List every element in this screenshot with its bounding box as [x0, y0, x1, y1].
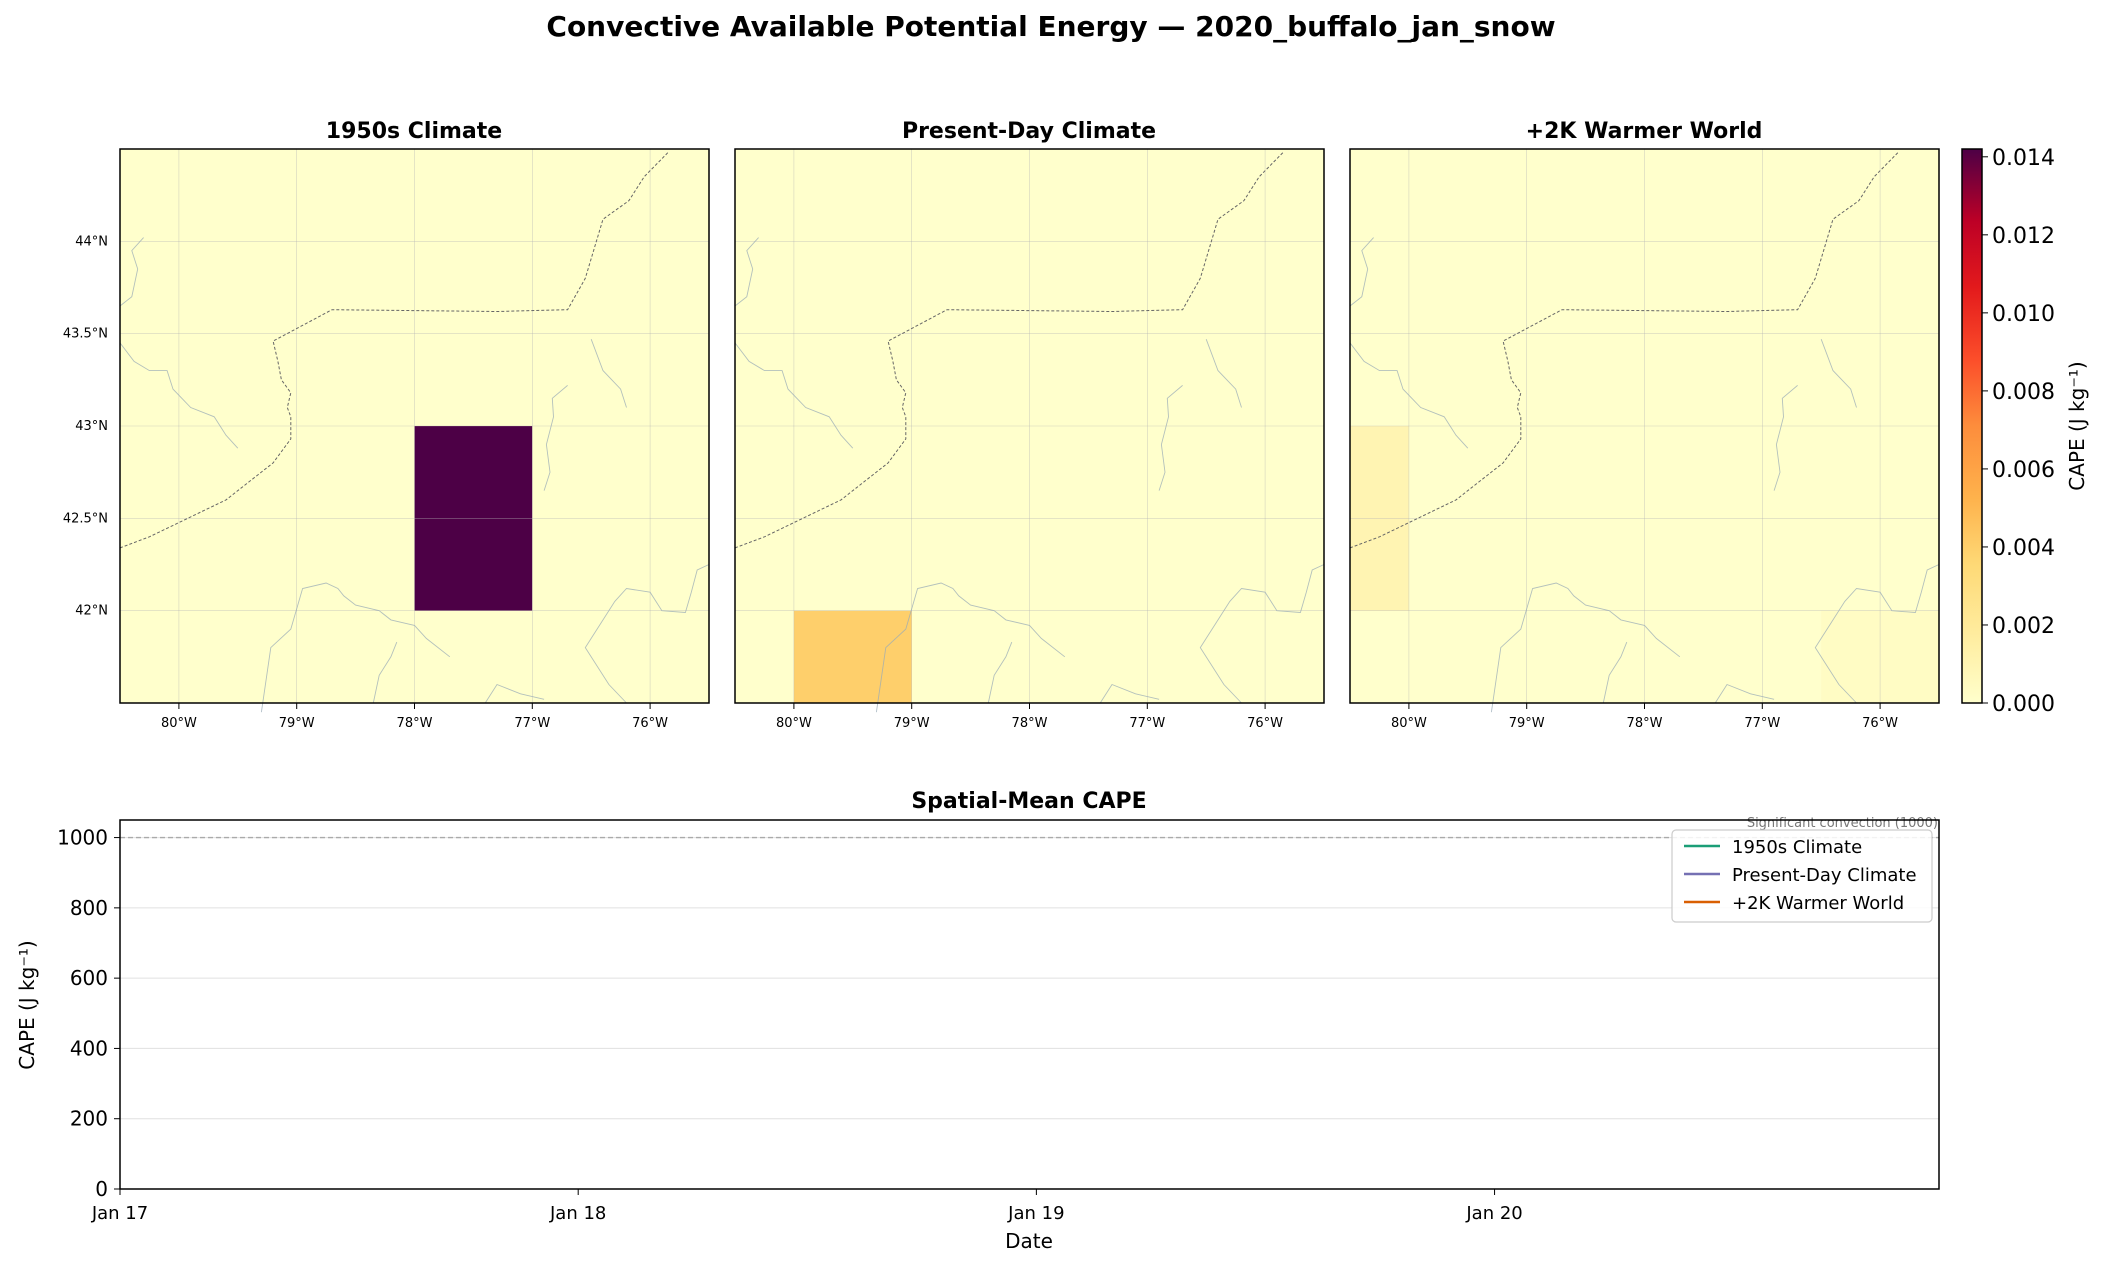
panel-title-present-day: Present-Day Climate	[902, 119, 1156, 144]
coastline	[1602, 641, 1628, 704]
coastline	[1773, 385, 1798, 491]
coastline	[734, 342, 854, 449]
coastline	[1349, 237, 1374, 307]
x-tick-label: 79°W	[1509, 716, 1545, 731]
y-tick-label: 200	[70, 1107, 108, 1131]
x-tick-label: 77°W	[1129, 716, 1165, 731]
x-tick-label: 79°W	[279, 716, 315, 731]
timeseries-panel: Spatial-Mean CAPE Date CAPE (J kg⁻¹) Sig…	[15, 789, 1940, 1253]
country-border	[734, 152, 1284, 549]
coastline	[1490, 582, 1681, 713]
coastline	[590, 339, 627, 408]
legend: 1950s Climate Present-Day Climate +2K Wa…	[1671, 829, 1933, 923]
timeseries-xlabel: Date	[1005, 1229, 1053, 1253]
map-panel-plus2k: +2K Warmer World 80°W 79°W 78°W 77°W 76°W	[1349, 119, 1940, 731]
colorbar-tick-label: 0.008	[1992, 380, 2055, 405]
y-tick-label: 0	[95, 1177, 108, 1201]
map-frame	[119, 148, 710, 704]
timeseries-plot-area	[120, 820, 1939, 1189]
x-tick-label: 77°W	[1744, 716, 1780, 731]
coastline	[987, 641, 1013, 704]
y-tick-label: 600	[70, 966, 108, 990]
map-frame	[734, 148, 1325, 704]
coastline	[1820, 339, 1857, 408]
x-tick-label: 80°W	[776, 716, 812, 731]
y-tick-label: 43°N	[75, 419, 108, 434]
coastline	[1349, 342, 1469, 449]
colorbar-tick-label: 0.012	[1992, 224, 2055, 249]
y-tick-label: 44°N	[75, 234, 108, 249]
coastline	[372, 641, 398, 704]
map-panel-1950s: 1950s Climate 80°W 79°W 78°W 77°W 76°W 44°N 43…	[63, 119, 710, 731]
x-tick-label: 78°W	[1627, 716, 1663, 731]
reference-line-label: Significant convection (1000)	[1747, 816, 1938, 831]
x-tick-label: 80°W	[1391, 716, 1427, 731]
colorbar-tick-label: 0.002	[1992, 614, 2055, 639]
y-tick-label: 42°N	[75, 604, 108, 619]
x-tick-label: Jan 18	[549, 1203, 606, 1224]
cape-cell-present-day-0	[793, 610, 912, 703]
coastline	[1199, 564, 1325, 704]
timeseries-title: Spatial-Mean CAPE	[911, 789, 1146, 814]
colorbar-gradient	[1961, 148, 1983, 704]
x-tick-label: 76°W	[632, 716, 668, 731]
x-tick-label: 78°W	[397, 716, 433, 731]
coastline	[1158, 385, 1183, 491]
coastline	[260, 582, 451, 713]
legend-box	[1671, 829, 1933, 923]
coastline	[875, 582, 1066, 713]
colorbar-tick-label: 0.000	[1992, 692, 2055, 717]
coastline	[543, 385, 568, 491]
y-tick-label: 42.5°N	[63, 511, 108, 526]
coastline	[1205, 339, 1242, 408]
legend-label-1950s: 1950s Climate	[1732, 837, 1862, 858]
colorbar-tick-label: 0.004	[1992, 536, 2055, 561]
y-tick-label: 800	[70, 896, 108, 920]
coastline	[484, 683, 545, 704]
country-border	[1349, 152, 1899, 549]
legend-label-present-day: Present-Day Climate	[1732, 865, 1917, 886]
y-tick-label: 43.5°N	[63, 327, 108, 342]
x-tick-label: 76°W	[1247, 716, 1283, 731]
coastline	[584, 564, 710, 704]
colorbar-label: CAPE (J kg⁻¹)	[2065, 361, 2089, 490]
x-tick-label: 79°W	[894, 716, 930, 731]
panel-title-plus2k: +2K Warmer World	[1526, 119, 1763, 144]
x-tick-label: Jan 17	[91, 1203, 148, 1224]
panel-title-1950s: 1950s Climate	[326, 119, 502, 144]
colorbar: CAPE (J kg⁻¹) 0.000 0.002 0.004 0.006 0.008 0…	[1961, 146, 2089, 717]
x-tick-label: 76°W	[1862, 716, 1898, 731]
y-tick-label: 400	[70, 1036, 108, 1060]
colorbar-tick-label: 0.010	[1992, 302, 2055, 327]
country-border	[119, 152, 669, 549]
coastline	[1714, 683, 1775, 704]
coastline	[1099, 683, 1160, 704]
x-tick-label: 78°W	[1012, 716, 1048, 731]
timeseries-ylabel: CAPE (J kg⁻¹)	[15, 940, 39, 1069]
colorbar-tick-label: 0.014	[1992, 146, 2055, 171]
x-tick-label: Jan 20	[1465, 1203, 1522, 1224]
y-tick-label: 1000	[57, 826, 108, 850]
timeseries-frame	[119, 819, 1940, 1190]
legend-label-plus2k: +2K Warmer World	[1732, 893, 1904, 914]
map-panel-present-day: Present-Day Climate 80°W 79°W 78°W 77°W 76°W	[734, 119, 1325, 731]
colorbar-tick-label: 0.006	[1992, 458, 2055, 483]
x-tick-label: 80°W	[161, 716, 197, 731]
coastline	[1814, 564, 1940, 704]
x-tick-label: 77°W	[514, 716, 550, 731]
coastline	[119, 342, 239, 449]
figure-title: Convective Available Potential Energy — …	[546, 10, 1555, 43]
coastline	[119, 237, 144, 307]
coastline	[734, 237, 759, 307]
x-tick-label: Jan 19	[1007, 1203, 1064, 1224]
map-frame	[1349, 148, 1940, 704]
